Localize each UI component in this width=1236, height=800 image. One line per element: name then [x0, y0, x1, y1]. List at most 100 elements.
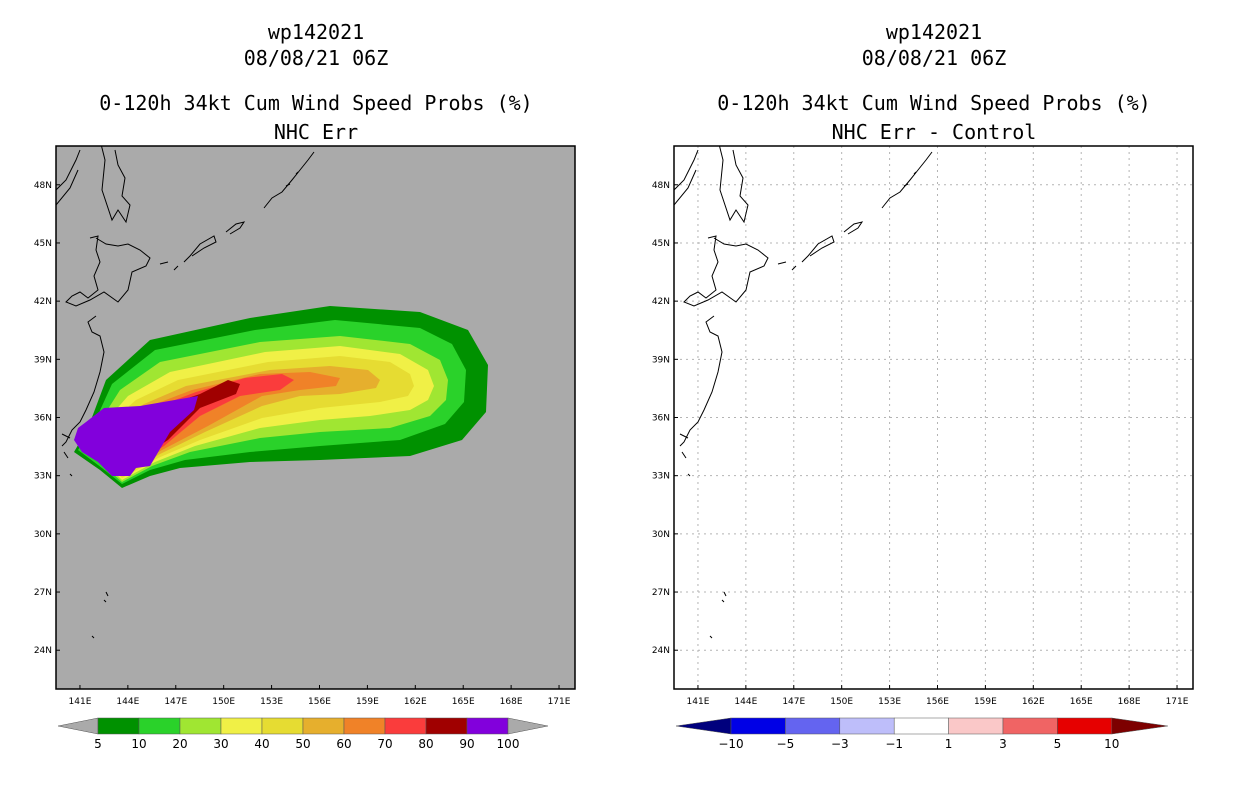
right-y-tick-label: 27N [652, 588, 670, 598]
colorbar-swatch [425, 717, 468, 735]
left-chart-title: 0-120h 34kt Cum Wind Speed Probs (%) [99, 91, 533, 115]
left-datetime: 08/08/21 06Z [243, 46, 389, 70]
left-y-tick-label: 27N [34, 588, 52, 598]
left-x-tick-label: 144E [116, 697, 139, 707]
left-x-tick-label: 162E [404, 697, 427, 707]
colorbar-swatch [261, 717, 304, 735]
colorbar-swatch [1002, 717, 1058, 735]
left-y-tick-label: 42N [34, 297, 52, 307]
colorbar-swatch [893, 717, 949, 735]
left-y-axis: 48N 45N 42N 39N 36N 33N 30N 27N 24N [34, 181, 60, 656]
right-y-tick-label: 36N [652, 414, 670, 424]
left-x-tick-label: 153E [260, 697, 283, 707]
right-y-tick-label: 48N [652, 181, 670, 191]
colorbar-level-label: 10 [1104, 737, 1119, 751]
colorbar-high-end [1111, 717, 1168, 735]
left-y-tick-label: 36N [34, 414, 52, 424]
right-gridlines [674, 146, 1193, 689]
right-x-tick-label: 159E [974, 697, 997, 707]
left-y-tick-label: 48N [34, 181, 52, 191]
left-x-tick-label: 141E [69, 697, 92, 707]
left-y-tick-label: 33N [34, 472, 52, 482]
colorbar-swatch [179, 717, 222, 735]
probability-field [56, 146, 488, 639]
right-y-tick-label: 45N [652, 239, 670, 249]
right-y-tick-label: 42N [652, 297, 670, 307]
right-x-tick-label: 141E [687, 697, 710, 707]
right-colorbar: −10 −5 −3 −1 1 3 5 10 [675, 717, 1168, 751]
left-map-panel: 141E 144E 147E 150E 153E 156E 159E 162E 165E 168E… [34, 145, 576, 707]
colorbar-level-label: 80 [418, 737, 433, 751]
colorbar-swatch [343, 717, 386, 735]
right-x-tick-label: 150E [830, 697, 853, 707]
left-chart-subtitle: NHC Err [273, 120, 359, 144]
left-x-tick-label: 171E [548, 697, 571, 707]
left-y-tick-label: 24N [34, 646, 52, 656]
colorbar-level-label: 50 [295, 737, 310, 751]
band-90-pct [74, 396, 198, 476]
right-x-tick-label: 165E [1070, 697, 1093, 707]
colorbar-swatch [220, 717, 263, 735]
left-x-axis: 141E 144E 147E 150E 153E 156E 159E 162E 165E 168E… [69, 685, 571, 707]
right-x-tick-label: 147E [782, 697, 805, 707]
colorbar-swatch [839, 717, 895, 735]
colorbar-level-label: 70 [377, 737, 392, 751]
colorbar-level-label: 60 [336, 737, 351, 751]
colorbar-swatch [730, 717, 786, 735]
right-y-tick-label: 39N [652, 355, 670, 365]
colorbar-level-label: 40 [254, 737, 269, 751]
left-x-tick-label: 156E [308, 697, 331, 707]
right-y-tick-label: 33N [652, 472, 670, 482]
right-x-tick-label: 168E [1118, 697, 1141, 707]
left-coastlines [56, 146, 315, 639]
colorbar-swatch [302, 717, 345, 735]
left-y-tick-label: 45N [34, 239, 52, 249]
colorbar-low-end [57, 717, 99, 735]
colorbar-low-end [675, 717, 732, 735]
left-x-tick-label: 168E [500, 697, 523, 707]
colorbar-level-label: 1 [945, 737, 953, 751]
right-x-tick-label: 153E [878, 697, 901, 707]
left-x-tick-label: 147E [164, 697, 187, 707]
right-chart-subtitle: NHC Err - Control [831, 120, 1037, 144]
right-x-tick-label: 171E [1166, 697, 1189, 707]
colorbar-level-label: 100 [497, 737, 520, 751]
right-x-tick-label: 156E [926, 697, 949, 707]
left-colorbar: 5 10 20 30 40 50 60 70 80 90 100 [57, 717, 549, 751]
colorbar-swatch [138, 717, 181, 735]
colorbar-swatch [785, 717, 841, 735]
colorbar-swatch [1057, 717, 1113, 735]
left-x-tick-label: 165E [452, 697, 475, 707]
colorbar-swatch [384, 717, 427, 735]
colorbar-level-label: 5 [94, 737, 102, 751]
colorbar-level-label: −3 [831, 737, 849, 751]
colorbar-level-label: 30 [213, 737, 228, 751]
right-chart-title: 0-120h 34kt Cum Wind Speed Probs (%) [717, 91, 1151, 115]
colorbar-swatch [97, 717, 140, 735]
right-storm-id: wp142021 [885, 20, 983, 44]
colorbar-level-label: 5 [1054, 737, 1062, 751]
right-x-axis: 141E 144E 147E 150E 153E 156E 159E 162E 165E 168E… [687, 685, 1189, 707]
right-x-tick-label: 162E [1022, 697, 1045, 707]
colorbar-swatch [466, 717, 509, 735]
colorbar-level-label: 10 [131, 737, 146, 751]
right-datetime: 08/08/21 06Z [861, 46, 1007, 70]
left-x-tick-label: 150E [212, 697, 235, 707]
right-y-tick-label: 30N [652, 530, 670, 540]
left-storm-id: wp142021 [267, 20, 365, 44]
colorbar-level-label: −10 [718, 737, 743, 751]
colorbar-level-label: −5 [777, 737, 795, 751]
left-x-tick-label: 159E [356, 697, 379, 707]
right-map-panel: 141E 144E 147E 150E 153E 156E 159E 162E 165E 168E… [652, 145, 1194, 707]
right-coastlines [674, 146, 933, 639]
colorbar-level-label: 90 [459, 737, 474, 751]
colorbar-level-label: 3 [999, 737, 1007, 751]
colorbar-level-label: −1 [885, 737, 903, 751]
left-y-tick-label: 30N [34, 530, 52, 540]
colorbar-swatch [948, 717, 1004, 735]
right-y-tick-label: 24N [652, 646, 670, 656]
right-x-tick-label: 144E [734, 697, 757, 707]
left-y-tick-label: 39N [34, 355, 52, 365]
colorbar-level-label: 20 [172, 737, 187, 751]
